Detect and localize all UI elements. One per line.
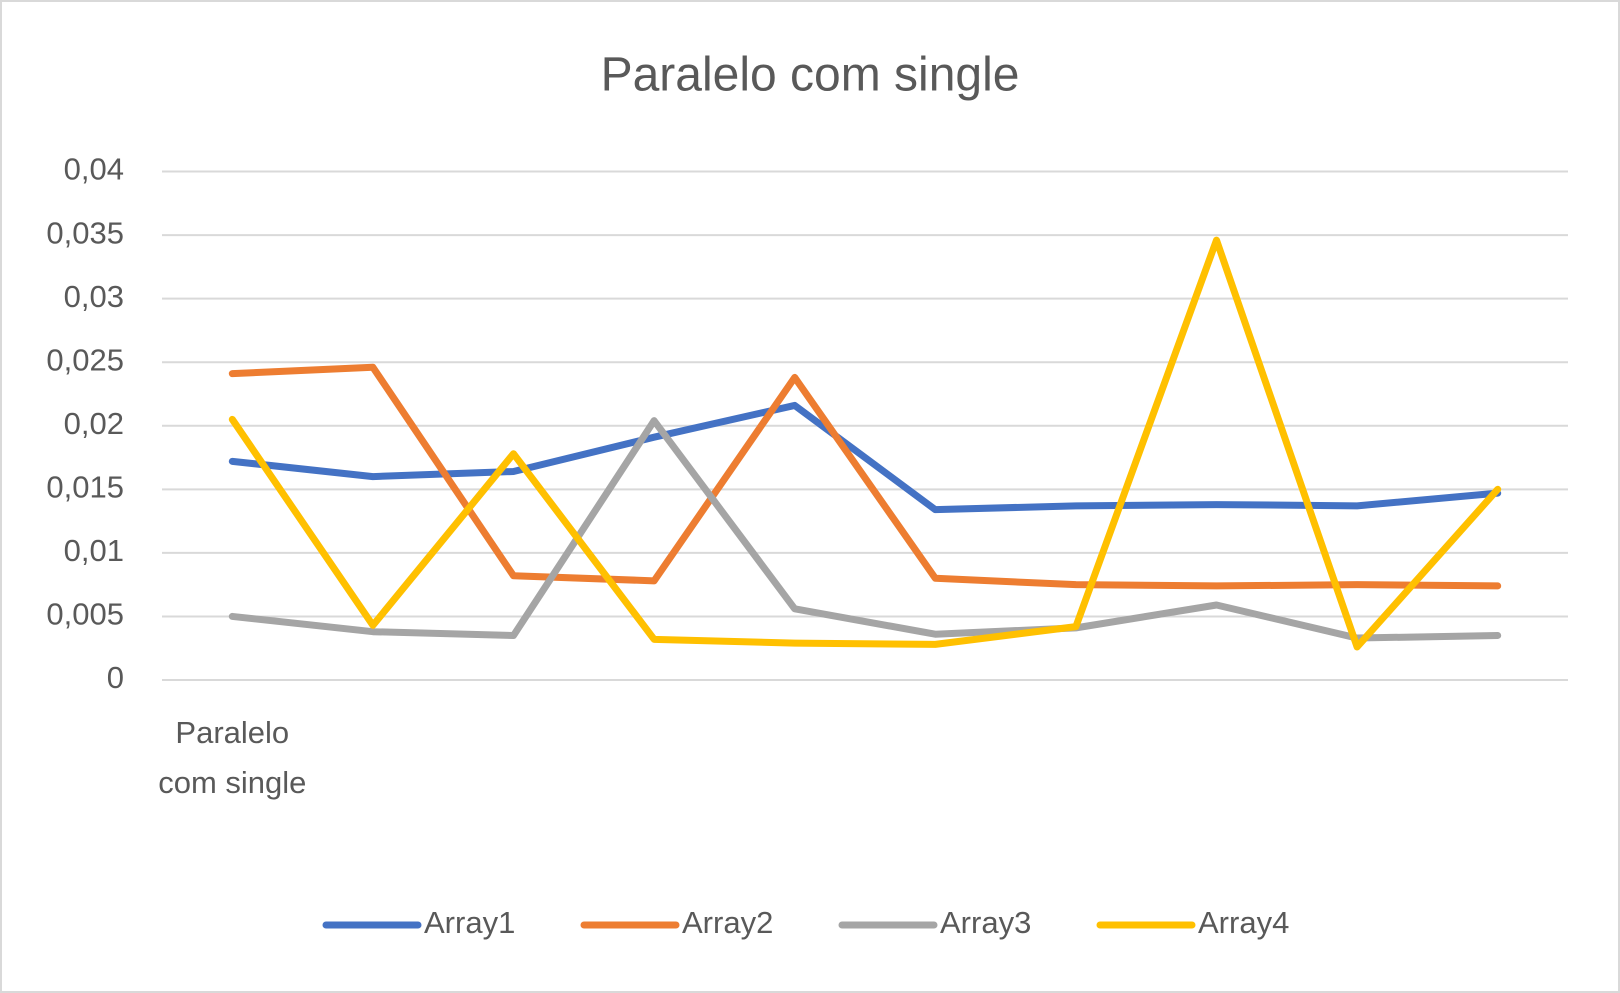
series-line xyxy=(228,236,1502,651)
y-tick-label: 0,015 xyxy=(46,470,124,505)
series-line xyxy=(228,417,1502,642)
y-tick-label: 0,01 xyxy=(64,533,124,568)
legend-label: Array2 xyxy=(682,905,773,940)
y-tick-label: 0,035 xyxy=(46,215,124,250)
legend-label: Array1 xyxy=(424,905,515,940)
legend-label: Array3 xyxy=(940,905,1031,940)
series-line xyxy=(228,363,1502,590)
y-tick-label: 0,04 xyxy=(64,152,124,187)
y-tick-label: 0 xyxy=(107,660,124,695)
legend-label: Array4 xyxy=(1198,905,1289,940)
y-tick-label: 0,03 xyxy=(64,279,124,314)
y-tick-label: 0,005 xyxy=(46,597,124,632)
y-tick-label: 0,02 xyxy=(64,406,124,441)
chart-title: Paralelo com single xyxy=(601,49,1020,102)
y-tick-label: 0,025 xyxy=(46,342,124,377)
x-tick-label: Paralelo com single xyxy=(158,715,307,800)
